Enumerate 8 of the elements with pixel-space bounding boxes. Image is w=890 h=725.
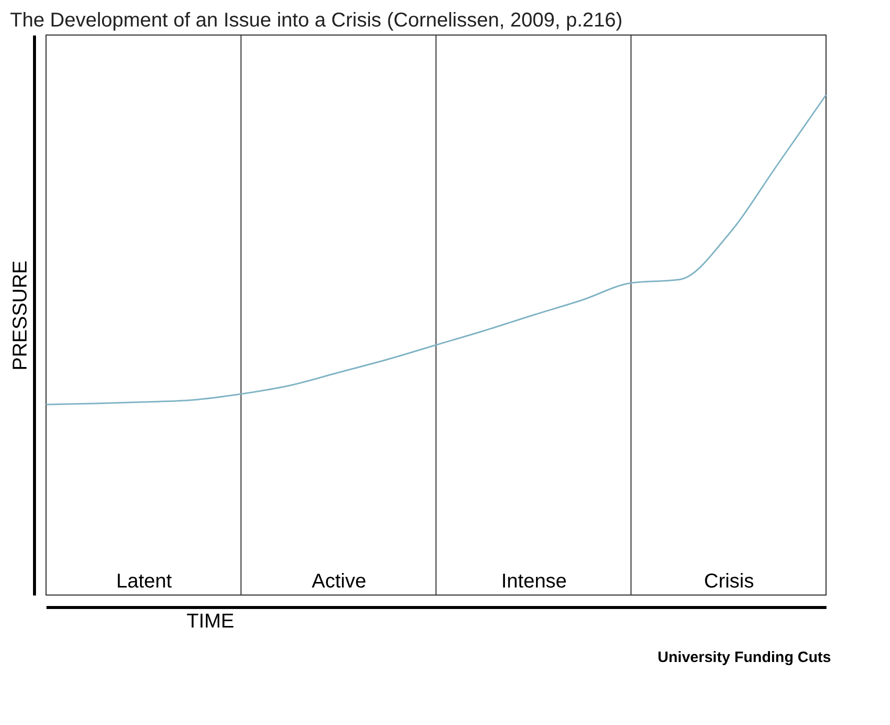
x-tick-label: Intense	[501, 570, 567, 592]
y-axis-title: PRESSURE	[10, 260, 32, 371]
chart-title: The Development of an Issue into a Crisis (Cornelissen, 2009, p.216)	[10, 10, 623, 32]
x-tick-label: Latent	[116, 570, 172, 592]
x-tick-label: Crisis	[704, 570, 754, 592]
x-tick-label: Active	[312, 570, 366, 592]
x-axis-title: TIME	[186, 610, 234, 632]
text: University Funding Cuts	[658, 649, 831, 666]
